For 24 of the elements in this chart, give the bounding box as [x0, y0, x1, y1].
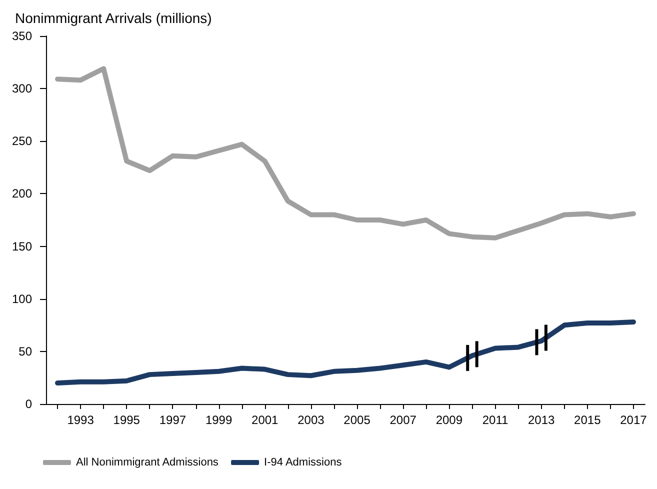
y-tick-label: 200	[12, 186, 32, 201]
x-tick-label: 1993	[67, 413, 94, 427]
y-tick-label: 350	[12, 29, 32, 43]
legend-label: All Nonimmigrant Admissions	[76, 456, 219, 468]
x-tick-label: 2009	[436, 413, 463, 427]
y-tick-label: 50	[18, 344, 32, 358]
x-tick-label: 2003	[298, 413, 325, 427]
y-tick-label: 300	[12, 82, 32, 96]
y-tick-label: 150	[12, 239, 32, 254]
x-tick-label: 1999	[205, 413, 232, 427]
x-tick-label: 2011	[482, 413, 508, 427]
x-tick-label: 1995	[113, 413, 140, 427]
y-tick-label: 100	[12, 292, 32, 306]
x-tick-label: 2005	[344, 413, 371, 427]
y-tick-label: 250	[12, 134, 32, 148]
x-tick-label: 1997	[159, 413, 186, 427]
x-tick-label: 2017	[620, 413, 648, 427]
legend-label: I-94 Admissions	[264, 456, 342, 468]
x-tick-label: 2007	[390, 413, 417, 427]
x-tick-label: 2015	[574, 413, 602, 427]
y-tick-label: 0	[25, 397, 32, 411]
x-tick-label: 2013	[528, 413, 555, 427]
y-axis-title: Nonimmigrant Arrivals (millions)	[15, 10, 212, 26]
x-tick-label: 2001	[252, 413, 279, 427]
